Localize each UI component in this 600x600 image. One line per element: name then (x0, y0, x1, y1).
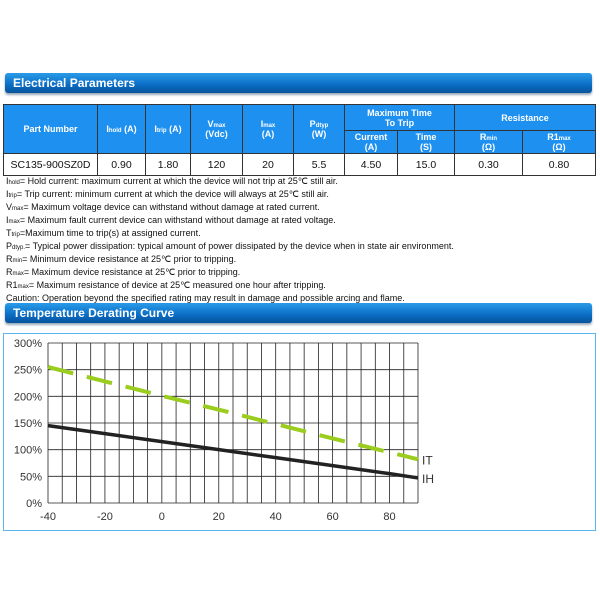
note-line: Ttrip=Maximum time to trip(s) at assigne… (6, 228, 201, 238)
cell: 0.80 (522, 153, 596, 176)
header-ihold: Ihold (A) (97, 104, 146, 154)
definitions-notes: Ihold= Hold current: maximum current at … (6, 176, 454, 304)
y-tick-label: 150% (14, 418, 42, 430)
note-line: Itrip= Trip current: minimum current at … (6, 189, 329, 199)
derating-curve-header: Temperature Derating Curve (5, 303, 592, 323)
note-line: Imax= Maximum fault current device can w… (6, 215, 336, 225)
x-tick-label: 0 (159, 511, 165, 523)
note-line: Rmax= Maximum device resistance at 25℃ p… (6, 267, 241, 277)
note-line: Rmin= Minimum device resistance at 25℃ p… (6, 254, 237, 264)
cell: 20 (242, 153, 294, 176)
header-itrip: Itrip (A) (145, 104, 191, 154)
series-label: IH (422, 472, 434, 486)
y-tick-label: 100% (14, 445, 42, 457)
header-vmax: Vmax (Vdc) (190, 104, 243, 154)
series-label: IT (422, 453, 433, 467)
header-part-number: Part Number (3, 104, 98, 154)
note-line: Ihold= Hold current: maximum current at … (6, 176, 338, 186)
header-pd: Pdtyp (W) (293, 104, 345, 154)
header-r1max: R1max (Ω) (522, 130, 596, 154)
x-tick-label: -20 (97, 511, 113, 523)
x-tick-label: 20 (213, 511, 225, 523)
y-tick-label: 300% (14, 338, 42, 350)
chart-frame: 0% 50% 100% 150% 200% 250% 300% -40 -20 0 20 40 60 80… (3, 333, 596, 531)
section-title: Electrical Parameters (13, 76, 136, 90)
derating-chart: 0% 50% 100% 150% 200% 250% 300% -40 -20 0 20 40 60 80… (14, 338, 434, 523)
series-line-ih (47, 423, 419, 480)
parameters-table: Part Number Ihold (A) Itrip (A) Vmax (Vdc… (3, 104, 596, 176)
cell: 1.80 (145, 153, 191, 176)
cell: 4.50 (344, 153, 398, 176)
caution-note: Caution: Operation beyond the specified … (6, 293, 405, 303)
cell: 5.5 (293, 153, 345, 176)
header-max-time-to-trip: Maximum Time To Trip (344, 104, 455, 131)
x-tick-label: 60 (326, 511, 338, 523)
y-tick-label: 250% (14, 365, 42, 377)
header-resistance: Resistance (454, 104, 596, 131)
header-time: Time (S) (397, 130, 455, 154)
note-line: R1max= Maximum resistance of device at 2… (6, 280, 326, 290)
header-imax: Imax (A) (242, 104, 294, 154)
cell: 15.0 (397, 153, 455, 176)
y-tick-label: 50% (20, 471, 42, 483)
cell: 0.30 (454, 153, 523, 176)
note-line: Vmax= Maximum voltage device can withsta… (6, 202, 320, 212)
x-tick-label: 80 (383, 511, 395, 523)
header-rmin: Rmin (Ω) (454, 130, 523, 154)
x-tick-label: -40 (40, 511, 56, 523)
cell: 120 (190, 153, 243, 176)
cell: 0.90 (97, 153, 146, 176)
note-line: Pdtyp.= Typical power dissipation: typic… (6, 241, 454, 251)
y-tick-label: 0% (26, 498, 42, 510)
header-current: Current (A) (344, 130, 398, 154)
cell: SC135-900SZ0D (3, 153, 98, 176)
y-tick-label: 200% (14, 391, 42, 403)
table-row: SC135-900SZ0D 0.90 1.80 120 20 5.5 4.50 … (3, 153, 596, 176)
section-title: Temperature Derating Curve (13, 306, 175, 320)
electrical-parameters-header: Electrical Parameters (5, 73, 592, 93)
x-tick-label: 40 (270, 511, 282, 523)
